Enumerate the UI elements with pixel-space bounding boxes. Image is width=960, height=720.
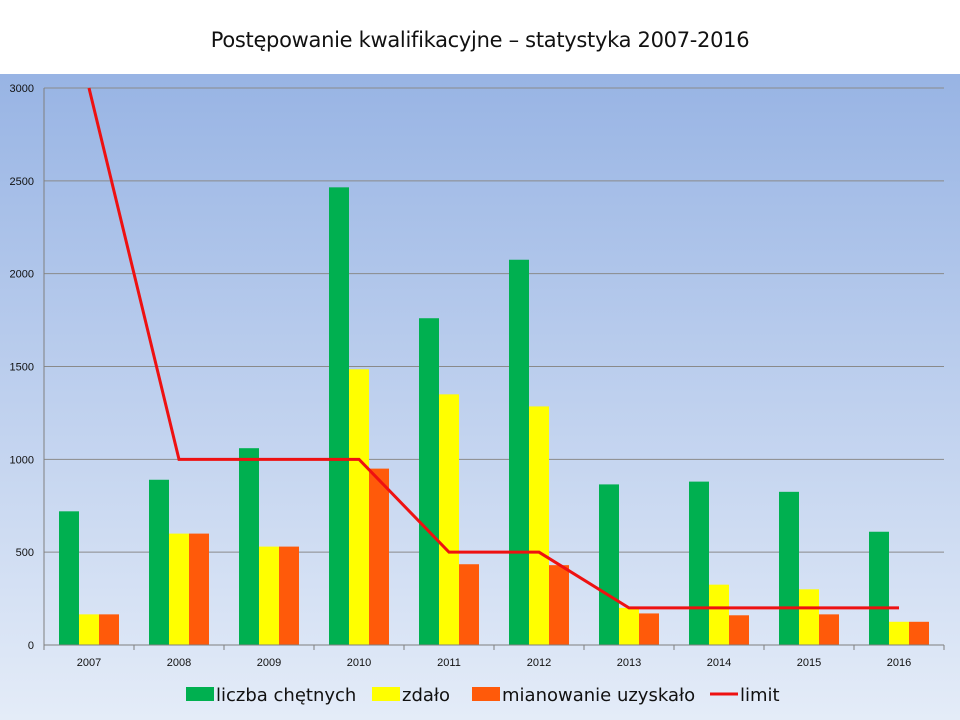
bar [329,187,349,645]
bar [909,621,929,645]
bar [149,479,169,645]
y-tick-label: 2500 [10,176,34,188]
x-tick-label: 2011 [437,657,461,669]
axes: 0 500 1000 1500 2000 2500 3000 2007 2008 2009 2010… [10,83,945,669]
legend-label: zdało [402,685,450,706]
chart-title: Postępowanie kwalifikacyjne – statystyka… [210,28,750,52]
y-tick-label: 1000 [10,454,34,466]
bar [239,448,259,645]
bar [549,565,569,645]
bar [369,468,389,645]
y-tick-label: 1500 [10,362,34,374]
x-tick-label: 2012 [527,657,551,669]
y-tick-label: 3000 [10,83,34,95]
x-tick-label: 2009 [257,657,281,669]
legend: liczba chętnych zdało mianowanie uzyskało l… [186,685,780,706]
bar [779,491,799,645]
bar [259,546,279,645]
bar [689,481,709,645]
bar [819,614,839,645]
bar [639,613,659,645]
legend-label: liczba chętnych [216,685,356,706]
x-tick-label: 2007 [77,657,101,669]
y-tick-label: 500 [16,547,34,559]
bar [729,615,749,645]
bar [349,369,369,645]
y-tick-label: 0 [28,640,34,652]
bar [529,406,549,645]
x-tick-label: 2015 [797,657,821,669]
legend-label: limit [740,685,780,706]
bar [59,511,79,645]
legend-swatch [472,687,500,701]
bar [169,533,189,645]
legend-swatch [372,687,400,701]
bar [869,531,889,645]
bar [419,318,439,645]
bar [439,394,459,645]
limit-line-layer [87,87,899,610]
bar [599,484,619,645]
limit-line [87,87,899,610]
x-tick-label: 2013 [617,657,641,669]
bar [889,621,909,645]
bar [189,533,209,645]
legend-swatch [186,687,214,701]
x-tick-label: 2010 [347,657,371,669]
x-tick-label: 2008 [167,657,191,669]
bar [99,614,119,645]
y-tick-label: 2000 [10,269,34,281]
x-tick-label: 2016 [887,657,911,669]
bar [79,614,99,645]
bar [619,607,639,645]
x-tick-label: 2014 [707,657,731,669]
bar [799,589,819,645]
bar [459,564,479,645]
bar [509,259,529,645]
bars [59,187,929,645]
bar [279,546,299,645]
bar [709,584,729,645]
legend-label: mianowanie uzyskało [502,685,695,706]
